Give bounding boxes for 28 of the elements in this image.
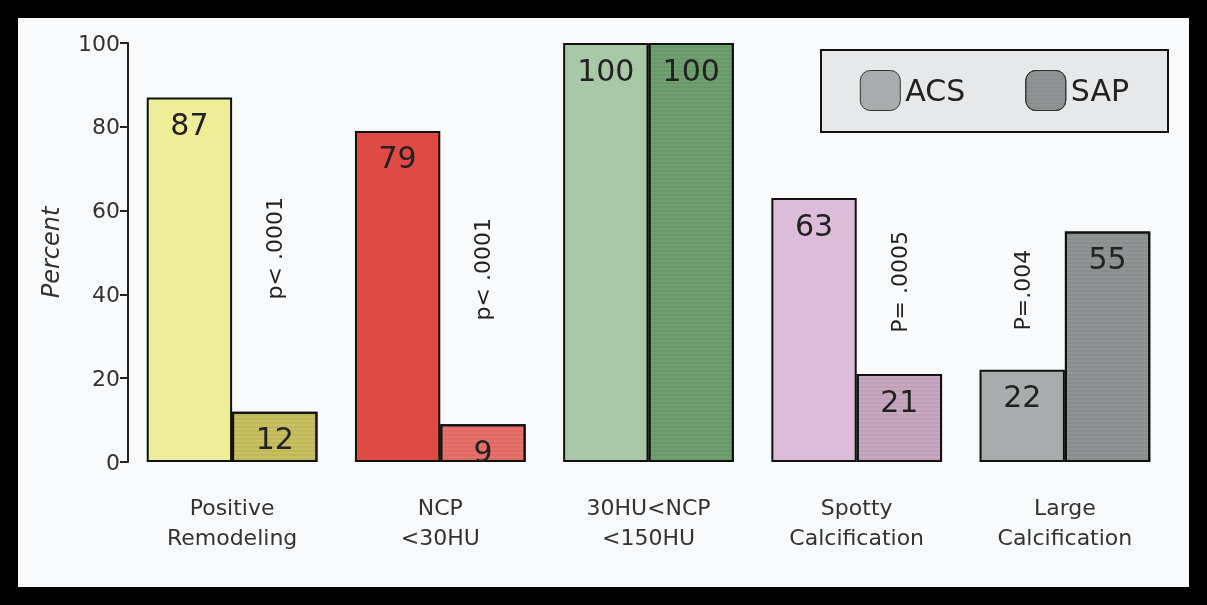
- y-tick-label: 40: [92, 281, 120, 307]
- y-tick-label: 80: [92, 114, 120, 140]
- data-label: 100: [577, 52, 635, 88]
- annotation: P= .0005: [886, 230, 912, 333]
- data-label: 63: [794, 207, 834, 243]
- data-label: 100: [662, 52, 720, 88]
- y-tick-label: 20: [92, 365, 120, 391]
- x-tick-label: Spotty Calcification: [789, 494, 925, 550]
- data-label: 9: [473, 433, 493, 469]
- data-label: 12: [255, 421, 294, 457]
- annotation: P=.004: [1009, 249, 1035, 331]
- x-tick-label: Positive Remodeling: [166, 494, 298, 550]
- legend-label: ACS: [905, 73, 966, 108]
- legend-label: SAP: [1070, 73, 1130, 108]
- y-axis-title: Percent: [37, 205, 65, 299]
- data-label: 87: [170, 106, 209, 142]
- data-label: 22: [1003, 379, 1042, 415]
- x-tick-label: NCP <30HU: [400, 494, 480, 550]
- x-tick-label: 30HU<NCP <150HU: [586, 494, 711, 550]
- data-label: 21: [880, 383, 919, 419]
- data-label: 55: [1088, 241, 1127, 277]
- annotation: p< .0001: [262, 197, 288, 300]
- annotation: p< .0001: [470, 218, 496, 321]
- y-tick-label: 0: [106, 449, 120, 475]
- y-tick-label: 100: [78, 30, 120, 56]
- data-label: 79: [378, 140, 417, 176]
- x-tick-label: Large Calcification: [997, 494, 1133, 550]
- y-tick-label: 60: [92, 198, 120, 224]
